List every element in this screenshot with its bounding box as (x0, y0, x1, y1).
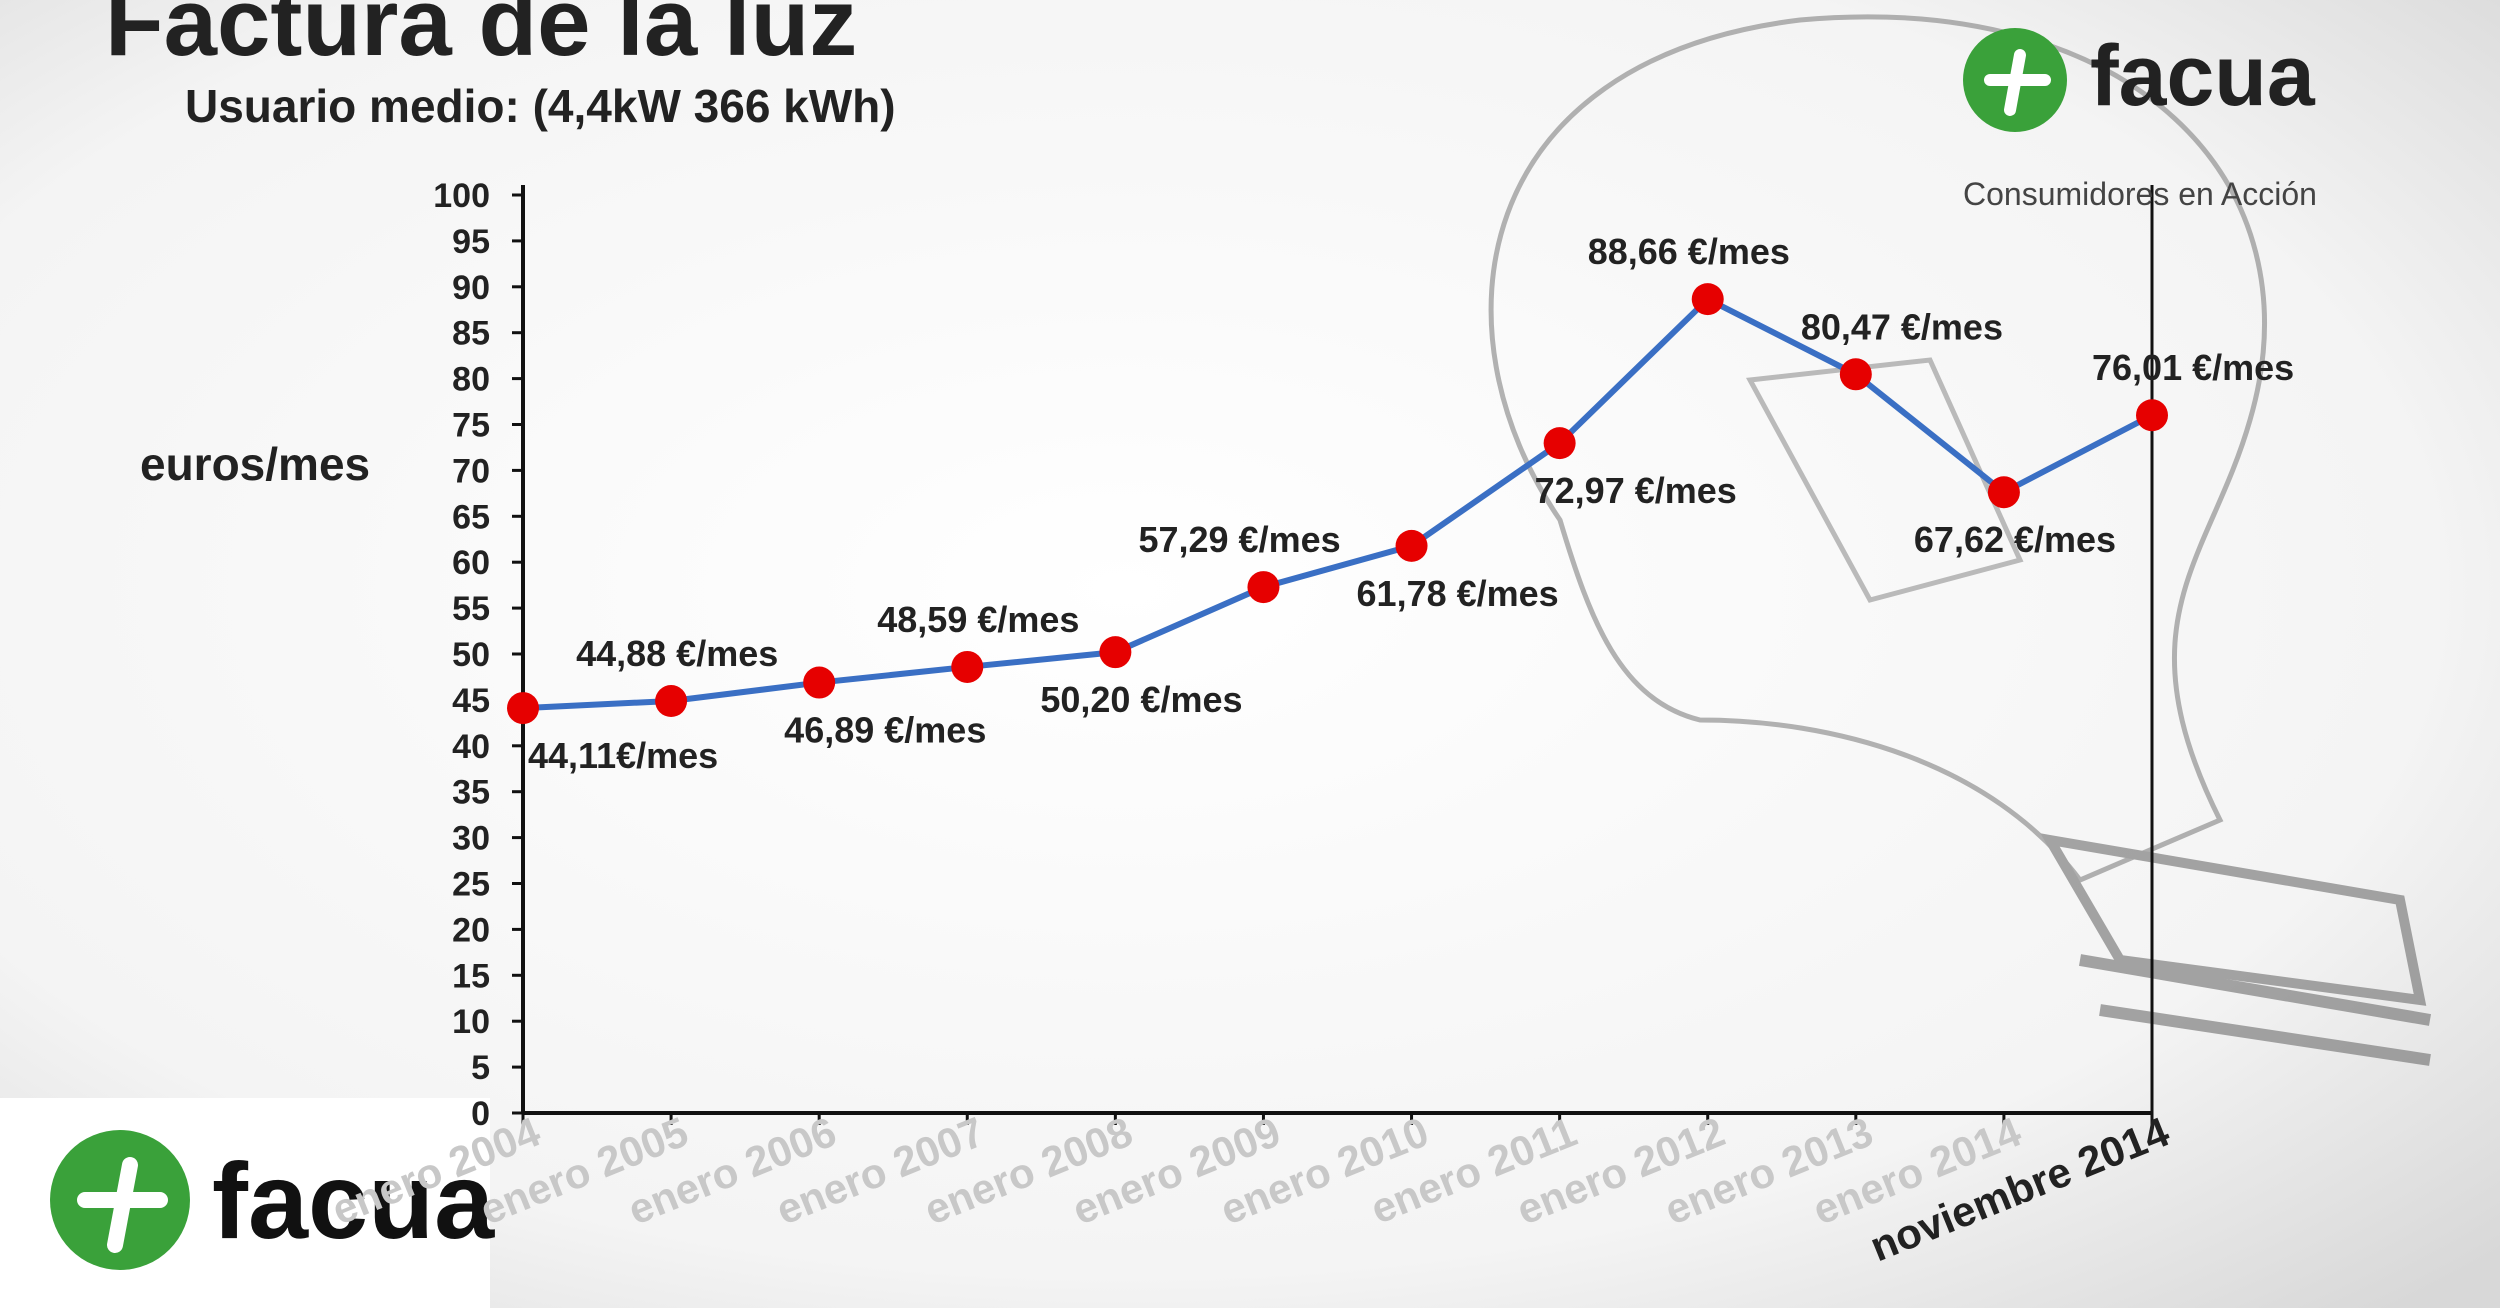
value-label: 72,97 €/mes (1535, 470, 1737, 511)
logo-tagline: Consumidores en Acción (1963, 176, 2317, 212)
marker (1987, 476, 2020, 509)
logo-cross (77, 1157, 168, 1253)
y-tick-label: 55 (452, 590, 490, 628)
y-tick-label: 20 (452, 911, 490, 949)
y-tick-label: 30 (452, 820, 490, 858)
y-tick-label: 95 (452, 223, 490, 261)
y-tick-label: 25 (452, 866, 490, 904)
y-tick-label: 50 (452, 636, 490, 674)
y-tick-label: 65 (452, 498, 490, 536)
chart-title: Factura de la luz (105, 0, 857, 76)
marker (951, 650, 984, 683)
y-tick-label: 45 (452, 682, 490, 720)
marker (1543, 427, 1576, 460)
value-label: 57,29 €/mes (1138, 519, 1340, 560)
marker (2136, 399, 2168, 432)
marker (655, 685, 688, 718)
y-tick-label: 60 (452, 544, 490, 582)
y-tick-label: 100 (433, 177, 490, 215)
value-label: 61,78 €/mes (1357, 573, 1559, 614)
value-label: 50,20 €/mes (1040, 679, 1242, 720)
value-label: 44,11€/mes (528, 735, 718, 776)
top-logo: facua Consumidores en Acción (1963, 28, 2317, 212)
value-label: 76,01 €/mes (2092, 347, 2294, 388)
y-tick-label: 35 (452, 774, 490, 812)
value-label: 48,59 €/mes (877, 599, 1079, 640)
value-label: 80,47 €/mes (1801, 306, 2003, 347)
marker (1691, 283, 1724, 316)
y-tick-label: 5 (471, 1049, 490, 1087)
y-axis-label: euros/mes (140, 438, 370, 490)
y-tick-label: 0 (471, 1095, 490, 1133)
chart-subtitle: Usuario medio: (4,4kW 366 kWh) (185, 80, 896, 132)
y-tick-label: 10 (452, 1003, 490, 1041)
marker (1247, 571, 1280, 604)
value-label: 67,62 €/mes (1914, 519, 2116, 560)
marker (1839, 358, 1872, 391)
y-tick-label: 75 (452, 407, 490, 445)
marker (803, 666, 836, 699)
marker (507, 692, 539, 725)
y-tick-label: 85 (452, 315, 490, 353)
y-tick-label: 40 (452, 728, 490, 766)
y-tick-label: 70 (452, 452, 490, 490)
y-tick-label: 80 (452, 361, 490, 399)
bulb-illustration (1488, 14, 2432, 1066)
y-tick-label: 90 (452, 269, 490, 307)
value-label: 46,89 €/mes (784, 710, 986, 751)
marker (1395, 529, 1428, 562)
value-label: 88,66 €/mes (1588, 231, 1790, 272)
y-tick-label: 15 (452, 957, 490, 995)
value-label: 44,88 €/mes (576, 633, 778, 674)
line (522, 295, 2154, 712)
logo-name: facua (212, 1140, 495, 1261)
logo-name: facua (2090, 28, 2316, 124)
bottom-logo: facua (50, 1130, 495, 1270)
marker (1099, 636, 1132, 669)
logo-cross (1984, 49, 2051, 116)
